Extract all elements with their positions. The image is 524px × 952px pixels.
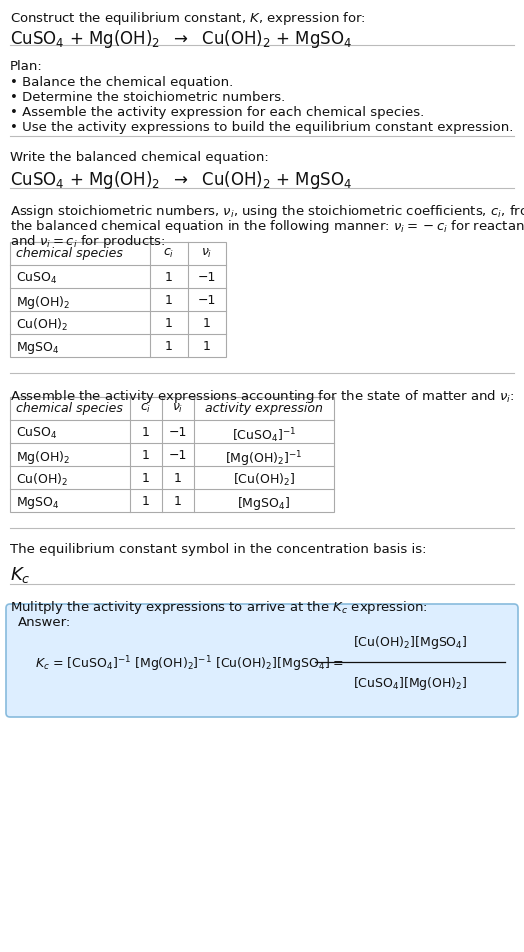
- Text: 1: 1: [142, 448, 150, 462]
- Text: MgSO$_4$: MgSO$_4$: [16, 340, 60, 356]
- Text: CuSO$_4$: CuSO$_4$: [16, 270, 58, 286]
- Text: CuSO$_4$ + Mg(OH)$_2$  $\rightarrow$  Cu(OH)$_2$ + MgSO$_4$: CuSO$_4$ + Mg(OH)$_2$ $\rightarrow$ Cu(O…: [10, 28, 352, 50]
- Text: $[\mathrm{CuSO_4}][\mathrm{Mg(OH)_2}]$: $[\mathrm{CuSO_4}][\mathrm{Mg(OH)_2}]$: [353, 674, 467, 691]
- Text: • Use the activity expressions to build the equilibrium constant expression.: • Use the activity expressions to build …: [10, 121, 514, 134]
- Text: 1: 1: [203, 340, 211, 352]
- Text: 1: 1: [165, 317, 173, 329]
- Text: Plan:: Plan:: [10, 60, 43, 73]
- Text: 1: 1: [142, 494, 150, 507]
- Text: 1: 1: [203, 317, 211, 329]
- Text: Mg(OH)$_2$: Mg(OH)$_2$: [16, 293, 70, 310]
- Text: and $\nu_i = c_i$ for products:: and $\nu_i = c_i$ for products:: [10, 232, 166, 249]
- Text: • Balance the chemical equation.: • Balance the chemical equation.: [10, 76, 233, 89]
- Text: 1: 1: [174, 494, 182, 507]
- Text: $\nu_i$: $\nu_i$: [201, 247, 213, 260]
- Text: [Cu(OH)$_2$]: [Cu(OH)$_2$]: [233, 471, 295, 487]
- Text: 1: 1: [142, 426, 150, 439]
- Text: Write the balanced chemical equation:: Write the balanced chemical equation:: [10, 150, 269, 164]
- Text: $[\mathrm{Cu(OH)_2}][\mathrm{MgSO_4}]$: $[\mathrm{Cu(OH)_2}][\mathrm{MgSO_4}]$: [353, 633, 467, 650]
- Text: −1: −1: [169, 426, 187, 439]
- Text: Answer:: Answer:: [18, 615, 71, 628]
- Text: Assign stoichiometric numbers, $\nu_i$, using the stoichiometric coefficients, $: Assign stoichiometric numbers, $\nu_i$, …: [10, 203, 524, 220]
- Text: Construct the equilibrium constant, $K$, expression for:: Construct the equilibrium constant, $K$,…: [10, 10, 366, 27]
- Text: • Determine the stoichiometric numbers.: • Determine the stoichiometric numbers.: [10, 90, 285, 104]
- Text: −1: −1: [169, 448, 187, 462]
- Text: 1: 1: [165, 270, 173, 284]
- Text: $K_c$ = $[\mathrm{CuSO_4}]^{-1}$ $[\mathrm{Mg(OH)_2}]^{-1}$ $[\mathrm{Cu(OH)_2}]: $K_c$ = $[\mathrm{CuSO_4}]^{-1}$ $[\math…: [35, 653, 344, 673]
- Text: Cu(OH)$_2$: Cu(OH)$_2$: [16, 471, 68, 487]
- Text: • Assemble the activity expression for each chemical species.: • Assemble the activity expression for e…: [10, 106, 424, 119]
- Text: activity expression: activity expression: [205, 402, 323, 414]
- Text: The equilibrium constant symbol in the concentration basis is:: The equilibrium constant symbol in the c…: [10, 543, 427, 555]
- Text: Mg(OH)$_2$: Mg(OH)$_2$: [16, 448, 70, 466]
- Text: 1: 1: [174, 471, 182, 485]
- Bar: [10, 243, 226, 358]
- Bar: [10, 398, 334, 512]
- Text: chemical species: chemical species: [16, 247, 123, 260]
- Text: $c_i$: $c_i$: [140, 402, 151, 415]
- Text: $\nu_i$: $\nu_i$: [172, 402, 184, 415]
- Text: Mulitply the activity expressions to arrive at the $K_c$ expression:: Mulitply the activity expressions to arr…: [10, 599, 428, 615]
- Text: chemical species: chemical species: [16, 402, 123, 414]
- Text: MgSO$_4$: MgSO$_4$: [16, 494, 60, 510]
- Text: $K_c$: $K_c$: [10, 565, 30, 585]
- Text: −1: −1: [198, 270, 216, 284]
- Text: 1: 1: [165, 293, 173, 307]
- FancyBboxPatch shape: [6, 605, 518, 717]
- Text: [MgSO$_4$]: [MgSO$_4$]: [237, 494, 291, 511]
- Text: Assemble the activity expressions accounting for the state of matter and $\nu_i$: Assemble the activity expressions accoun…: [10, 387, 515, 405]
- Text: the balanced chemical equation in the following manner: $\nu_i = -c_i$ for react: the balanced chemical equation in the fo…: [10, 218, 524, 235]
- Text: $c_i$: $c_i$: [163, 247, 174, 260]
- Text: 1: 1: [142, 471, 150, 485]
- Text: [CuSO$_4$]$^{-1}$: [CuSO$_4$]$^{-1}$: [232, 426, 296, 445]
- Text: Cu(OH)$_2$: Cu(OH)$_2$: [16, 317, 68, 333]
- Text: 1: 1: [165, 340, 173, 352]
- Text: [Mg(OH)$_2$]$^{-1}$: [Mg(OH)$_2$]$^{-1}$: [225, 448, 303, 468]
- Text: CuSO$_4$: CuSO$_4$: [16, 426, 58, 441]
- Text: CuSO$_4$ + Mg(OH)$_2$  $\rightarrow$  Cu(OH)$_2$ + MgSO$_4$: CuSO$_4$ + Mg(OH)$_2$ $\rightarrow$ Cu(O…: [10, 169, 352, 190]
- Text: −1: −1: [198, 293, 216, 307]
